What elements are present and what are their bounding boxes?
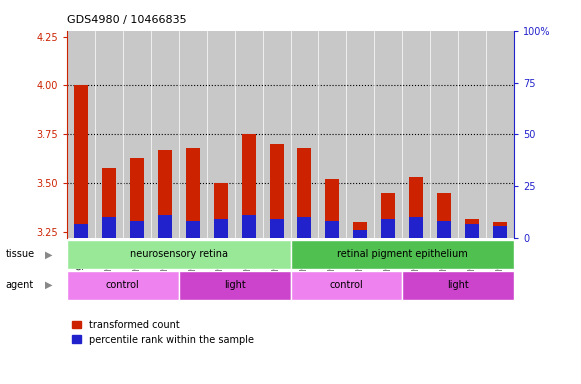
- Bar: [102, 217, 116, 238]
- Bar: [325, 222, 339, 238]
- Bar: [102, 168, 116, 238]
- Text: GDS4980 / 10466835: GDS4980 / 10466835: [67, 15, 187, 25]
- Bar: [353, 230, 367, 238]
- Bar: [437, 193, 451, 238]
- Bar: [67, 271, 179, 300]
- Bar: [410, 177, 424, 238]
- Bar: [381, 219, 395, 238]
- Bar: [437, 222, 451, 238]
- Bar: [325, 179, 339, 238]
- Bar: [74, 86, 88, 238]
- Text: neurosensory retina: neurosensory retina: [130, 249, 228, 260]
- Bar: [67, 240, 290, 269]
- Bar: [353, 222, 367, 238]
- Bar: [130, 158, 144, 238]
- Legend: transformed count, percentile rank within the sample: transformed count, percentile rank withi…: [71, 320, 254, 344]
- Bar: [297, 217, 311, 238]
- Bar: [297, 148, 311, 238]
- Bar: [242, 215, 256, 238]
- Bar: [157, 150, 171, 238]
- Bar: [465, 223, 479, 238]
- Bar: [493, 226, 507, 238]
- Bar: [130, 222, 144, 238]
- Bar: [290, 271, 403, 300]
- Bar: [242, 134, 256, 238]
- Bar: [186, 148, 200, 238]
- Bar: [465, 218, 479, 238]
- Text: control: control: [329, 280, 363, 290]
- Bar: [410, 217, 424, 238]
- Bar: [74, 223, 88, 238]
- Bar: [270, 144, 284, 238]
- Text: ▶: ▶: [45, 249, 53, 260]
- Bar: [493, 222, 507, 238]
- Bar: [186, 222, 200, 238]
- Bar: [403, 271, 514, 300]
- Bar: [179, 271, 290, 300]
- Text: light: light: [447, 280, 469, 290]
- Text: light: light: [224, 280, 245, 290]
- Text: tissue: tissue: [6, 249, 35, 260]
- Bar: [214, 219, 228, 238]
- Bar: [270, 219, 284, 238]
- Bar: [157, 215, 171, 238]
- Bar: [214, 183, 228, 238]
- Text: agent: agent: [6, 280, 34, 290]
- Text: retinal pigment epithelium: retinal pigment epithelium: [337, 249, 468, 260]
- Text: ▶: ▶: [45, 280, 53, 290]
- Bar: [290, 240, 514, 269]
- Bar: [381, 193, 395, 238]
- Text: control: control: [106, 280, 139, 290]
